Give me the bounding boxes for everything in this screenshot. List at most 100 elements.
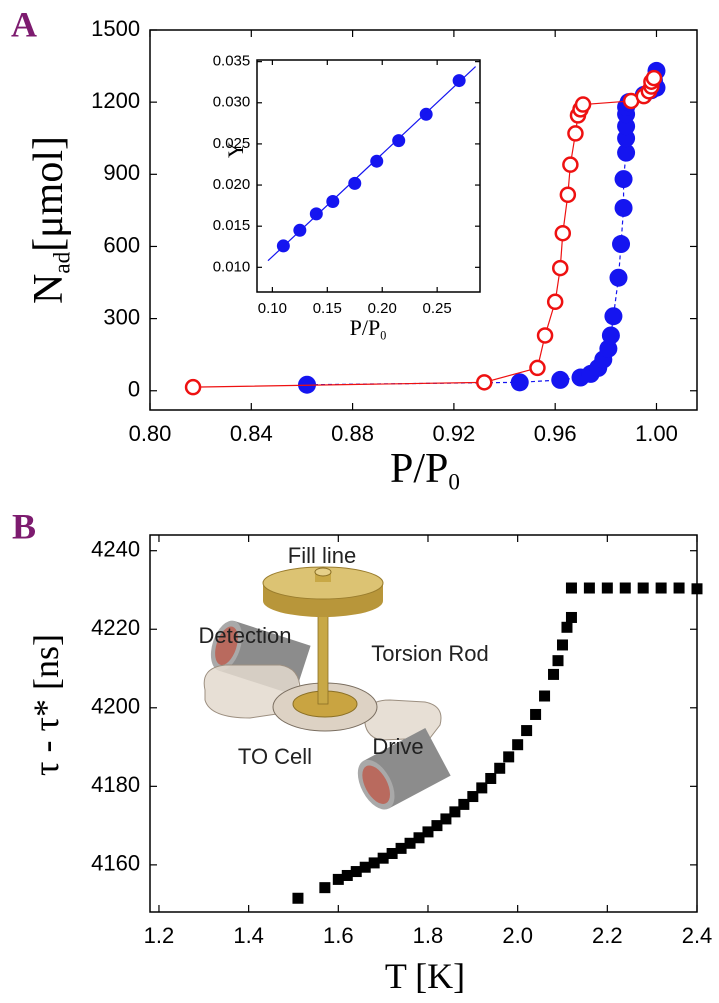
marker bbox=[530, 361, 544, 375]
marker bbox=[604, 307, 622, 325]
y-tick-label: 4160 bbox=[91, 851, 140, 876]
x-axis-label: T [K] bbox=[385, 956, 465, 996]
marker bbox=[584, 583, 595, 594]
marker bbox=[511, 373, 529, 391]
marker bbox=[602, 326, 620, 344]
y-axis-label-part: ad bbox=[49, 251, 75, 273]
marker bbox=[692, 583, 703, 594]
x-tick-label: 1.4 bbox=[233, 923, 264, 948]
y-tick-label: 1500 bbox=[91, 16, 140, 41]
marker bbox=[370, 155, 383, 168]
x-tick-label: 2.0 bbox=[502, 923, 533, 948]
marker bbox=[566, 583, 577, 594]
y-axis-label-part: τ - τ* [ns] bbox=[26, 634, 66, 776]
marker bbox=[615, 199, 633, 217]
figure: 0.800.840.880.920.961.000300600900120015… bbox=[0, 0, 719, 1003]
annotation: TO Cell bbox=[238, 744, 312, 769]
marker bbox=[319, 882, 330, 893]
x-tick-label: 0.88 bbox=[331, 421, 374, 446]
annotation: Fill line bbox=[288, 543, 356, 568]
x-tick-label: 2.2 bbox=[592, 923, 623, 948]
y-axis-label-part: Y bbox=[223, 142, 248, 158]
panel-label: B bbox=[12, 506, 36, 546]
marker bbox=[609, 269, 627, 287]
marker bbox=[561, 622, 572, 633]
plot-frame bbox=[257, 60, 480, 292]
y-tick-label: 0.010 bbox=[213, 258, 251, 275]
y-tick-label: 4180 bbox=[91, 772, 140, 797]
marker bbox=[292, 893, 303, 904]
x-tick-label: 0.10 bbox=[258, 300, 287, 317]
y-tick-label: 0.015 bbox=[213, 217, 251, 234]
panel-label: A bbox=[11, 4, 37, 44]
x-axis-label-part: 0 bbox=[448, 469, 460, 495]
x-tick-label: 1.2 bbox=[144, 923, 175, 948]
x-tick-label: 2.4 bbox=[682, 923, 713, 948]
marker bbox=[620, 583, 631, 594]
y-axis-label-part: [μmol] bbox=[26, 136, 72, 252]
x-tick-label: 1.00 bbox=[635, 421, 678, 446]
marker bbox=[556, 226, 570, 240]
y-tick-label: 4200 bbox=[91, 694, 140, 719]
marker bbox=[553, 261, 567, 275]
marker bbox=[539, 691, 550, 702]
marker bbox=[615, 170, 633, 188]
y-tick-label: 0 bbox=[128, 377, 140, 402]
x-axis-label-part: P/P bbox=[350, 315, 381, 340]
fill-line-top bbox=[315, 568, 331, 576]
marker bbox=[647, 71, 661, 85]
marker bbox=[553, 655, 564, 666]
y-tick-label: 4220 bbox=[91, 615, 140, 640]
marker bbox=[656, 583, 667, 594]
x-tick-label: 0.25 bbox=[423, 300, 452, 317]
y-axis-label: τ - τ* [ns] bbox=[26, 634, 66, 776]
marker bbox=[638, 583, 649, 594]
marker bbox=[557, 639, 568, 650]
marker bbox=[548, 669, 559, 680]
y-tick-label: 900 bbox=[103, 160, 140, 185]
marker bbox=[392, 134, 405, 147]
marker bbox=[561, 188, 575, 202]
x-tick-label: 0.96 bbox=[534, 421, 577, 446]
marker bbox=[538, 328, 552, 342]
x-tick-label: 1.6 bbox=[323, 923, 354, 948]
annotation: Detection bbox=[199, 623, 292, 648]
marker bbox=[548, 295, 562, 309]
marker bbox=[453, 74, 466, 87]
marker bbox=[566, 612, 577, 623]
x-tick-label: 1.8 bbox=[413, 923, 444, 948]
y-axis-label-part: N bbox=[26, 274, 72, 304]
y-tick-label: 300 bbox=[103, 304, 140, 329]
x-axis-label-part: 0 bbox=[380, 328, 386, 342]
marker bbox=[476, 782, 487, 793]
x-tick-label: 0.15 bbox=[313, 300, 342, 317]
x-tick-label: 0.92 bbox=[432, 421, 475, 446]
marker bbox=[602, 583, 613, 594]
marker bbox=[612, 235, 630, 253]
y-tick-label: 1200 bbox=[91, 88, 140, 113]
y-tick-label: 600 bbox=[103, 232, 140, 257]
marker bbox=[485, 773, 496, 784]
marker bbox=[521, 725, 532, 736]
marker bbox=[326, 195, 339, 208]
x-axis-label: P/P0 bbox=[390, 446, 460, 495]
page: 0.800.840.880.920.961.000300600900120015… bbox=[0, 0, 719, 1003]
y-tick-label: 0.030 bbox=[213, 94, 251, 111]
marker bbox=[494, 763, 505, 774]
marker bbox=[420, 108, 433, 121]
annotation: Drive bbox=[372, 734, 423, 759]
y-tick-label: 0.035 bbox=[213, 53, 251, 70]
x-axis-label-part: T [K] bbox=[385, 956, 465, 996]
y-tick-label: 0.020 bbox=[213, 176, 251, 193]
marker bbox=[576, 98, 590, 112]
marker bbox=[477, 375, 491, 389]
marker bbox=[186, 380, 200, 394]
annotation: Torsion Rod bbox=[371, 641, 488, 666]
x-axis-label-part: P/P bbox=[390, 446, 448, 492]
x-tick-label: 0.84 bbox=[230, 421, 273, 446]
y-axis-label: Nad[μmol] bbox=[26, 136, 75, 304]
marker bbox=[512, 739, 523, 750]
marker bbox=[530, 709, 541, 720]
marker bbox=[674, 583, 685, 594]
marker bbox=[568, 126, 582, 140]
